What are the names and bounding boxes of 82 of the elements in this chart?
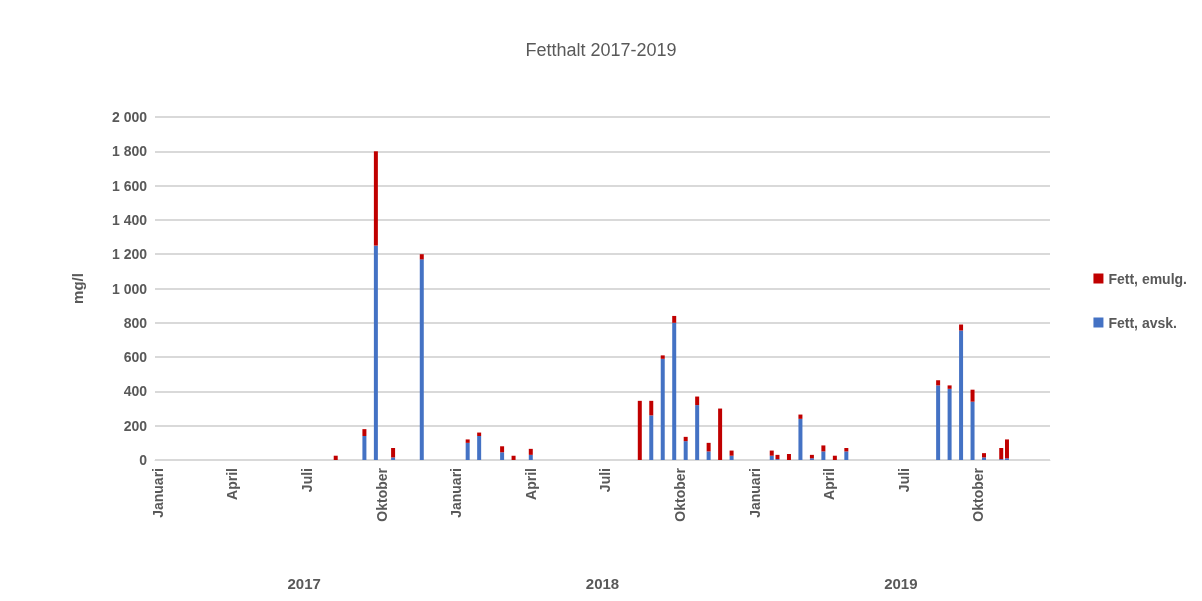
y-tick-label: 400: [123, 383, 148, 400]
legend-label: Fett, emulg.: [1108, 270, 1187, 287]
y-tick-label: 0: [139, 452, 148, 468]
bar: [947, 388, 952, 460]
y-tick-label: 1 200: [111, 246, 148, 263]
bar: [798, 418, 803, 460]
y-tick-label: 1 800: [111, 143, 148, 160]
x-tick-label: Juli: [299, 468, 316, 493]
x-tick-label: Januari: [149, 468, 166, 518]
x-tick-label: Oktober: [373, 467, 390, 522]
bar: [970, 401, 975, 460]
bar: [970, 389, 975, 402]
y-axis-title: mg/l: [69, 273, 86, 304]
y-tick-label: 800: [123, 314, 148, 331]
bar: [362, 435, 367, 460]
bar: [672, 322, 677, 460]
bar: [362, 429, 367, 436]
x-tick-label: April: [821, 468, 838, 500]
bar: [718, 408, 723, 460]
text: 2018: [585, 575, 620, 592]
y-tick-label: 1 400: [111, 211, 148, 228]
bar: [672, 315, 677, 323]
text: 2019: [884, 575, 918, 592]
bar: [511, 455, 516, 460]
bar: [683, 436, 688, 442]
bar: [500, 452, 505, 460]
bar: [729, 450, 734, 456]
bar: [465, 439, 470, 443]
bar: [649, 400, 654, 416]
y-tick-label: 1 600: [111, 177, 148, 194]
x-tick-label: Juli: [895, 468, 912, 493]
bar: [333, 455, 338, 460]
bar: [660, 358, 665, 460]
bar: [465, 442, 470, 460]
text: 2017: [287, 575, 321, 592]
bar: [683, 441, 688, 460]
x-tick-label: April: [224, 468, 241, 500]
x-tick-label: Oktober: [970, 467, 987, 522]
bar: [695, 405, 700, 460]
bar: [477, 435, 482, 460]
bar: [637, 400, 642, 460]
chart-title: Fetthalt 2017-2019: [525, 40, 677, 60]
bar: [999, 448, 1004, 460]
bar: [391, 448, 396, 458]
x-tick-label: Januari: [448, 468, 465, 518]
y-tick-label: 200: [123, 417, 148, 434]
bar: [419, 254, 424, 260]
bar: [982, 457, 987, 460]
bar: [649, 415, 654, 460]
bar: [786, 454, 791, 460]
bar: [419, 259, 424, 460]
bar: [528, 454, 533, 460]
x-tick-label: April: [522, 468, 539, 500]
bar: [821, 451, 826, 460]
bar: [936, 380, 941, 386]
legend-label: Fett, avsk.: [1108, 314, 1177, 331]
bar: [947, 385, 952, 389]
bar: [798, 414, 803, 419]
bar: [660, 355, 665, 359]
bar: [821, 445, 826, 452]
bar: [706, 451, 711, 460]
bar: [959, 324, 964, 331]
bar: [832, 455, 837, 460]
bar: [936, 385, 941, 460]
bar: [373, 245, 378, 460]
bar: [959, 330, 964, 460]
bar: [500, 446, 505, 453]
bar: [391, 457, 396, 460]
bar: [729, 455, 734, 460]
bar: [528, 448, 533, 455]
y-tick-label: 2 000: [111, 109, 148, 125]
bar: [695, 396, 700, 406]
bar: [373, 151, 378, 246]
bar: [982, 453, 987, 458]
x-tick-label: Januari: [746, 468, 763, 518]
bar: [1004, 439, 1009, 459]
y-tick-label: 1 000: [111, 280, 148, 297]
y-tick-label: 600: [123, 349, 148, 366]
bar: [706, 442, 711, 452]
x-tick-label: Oktober: [671, 467, 688, 522]
bar: [844, 451, 849, 460]
x-tick-label: Juli: [597, 468, 614, 493]
